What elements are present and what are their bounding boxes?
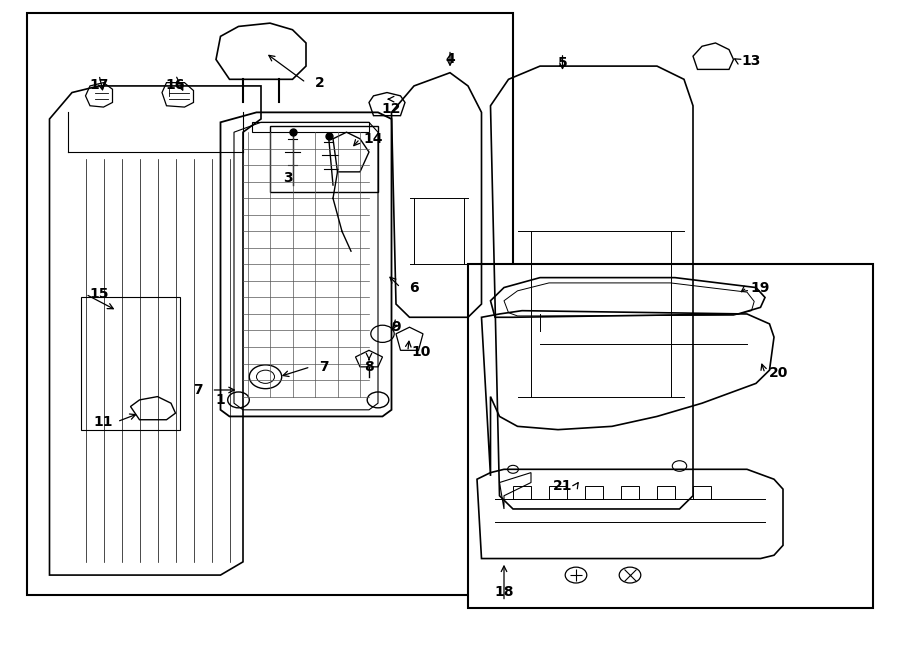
Text: 13: 13 xyxy=(742,54,761,68)
Text: 16: 16 xyxy=(166,77,185,92)
Text: 17: 17 xyxy=(89,77,109,92)
Text: 11: 11 xyxy=(94,414,113,429)
Text: 7: 7 xyxy=(194,383,202,397)
Text: 20: 20 xyxy=(769,366,788,381)
Text: 10: 10 xyxy=(411,344,431,359)
Bar xyxy=(468,264,873,608)
Text: 8: 8 xyxy=(364,360,373,374)
Text: 9: 9 xyxy=(392,320,400,334)
Bar xyxy=(270,126,378,192)
Text: 7: 7 xyxy=(320,360,328,374)
Text: 14: 14 xyxy=(364,132,383,146)
Text: 1: 1 xyxy=(216,393,225,407)
Bar xyxy=(27,13,513,595)
Text: 4: 4 xyxy=(446,52,454,67)
Text: 15: 15 xyxy=(89,287,109,301)
Text: 19: 19 xyxy=(751,280,770,295)
Text: 12: 12 xyxy=(382,102,401,116)
Text: 5: 5 xyxy=(558,56,567,70)
Text: 18: 18 xyxy=(494,584,514,599)
Text: 3: 3 xyxy=(284,171,292,186)
Text: 21: 21 xyxy=(553,479,572,493)
Text: 2: 2 xyxy=(315,75,324,90)
Text: 6: 6 xyxy=(410,280,418,295)
